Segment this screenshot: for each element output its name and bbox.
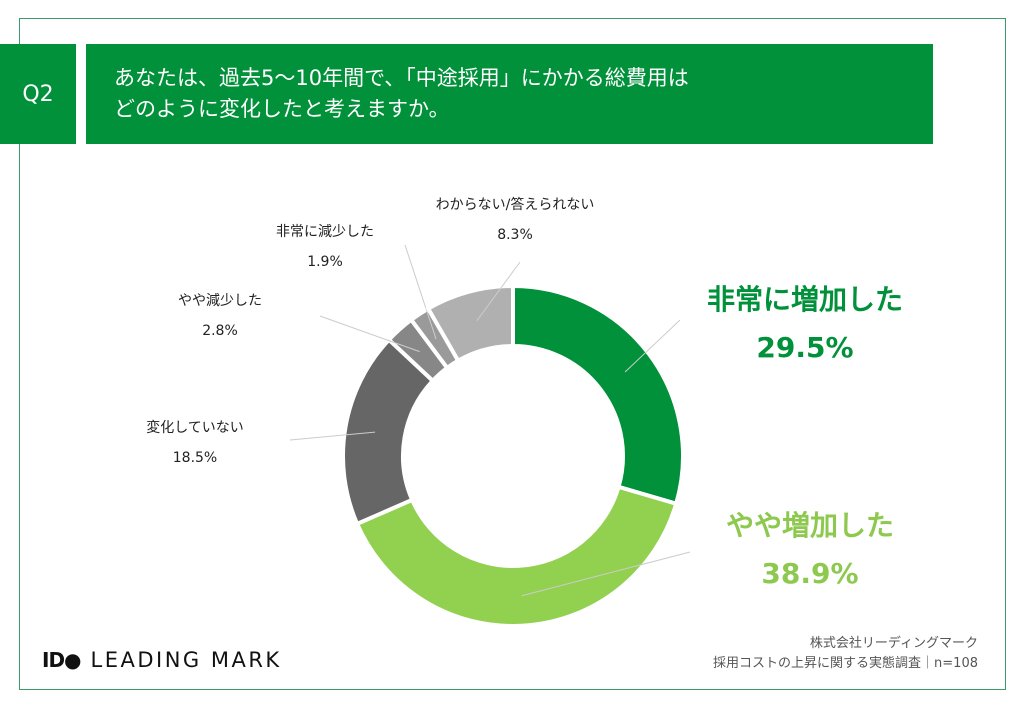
source-survey: 採用コストの上昇に関する実態調査｜n=108 (713, 656, 978, 671)
leader-line (404, 244, 437, 340)
category-label: 非常に減少した (276, 224, 374, 240)
label-slightly-increased: やや増加した 38.9% (700, 502, 920, 598)
donut-slice (425, 283, 515, 364)
question-number: Q2 (0, 44, 76, 144)
source-note: 株式会社リーディングマーク 採用コストの上昇に関する実態調査｜n=108 (713, 634, 978, 674)
leader-line (319, 315, 420, 353)
logo-mark-icon: ID● (42, 648, 81, 672)
leading-mark-logo: ID● LEADING MARK (42, 648, 282, 672)
category-label: 変化していない (146, 420, 244, 436)
leader-line (521, 551, 691, 597)
value-label: 38.9% (761, 557, 859, 590)
value-label: 1.9% (307, 254, 343, 270)
category-label: 非常に増加した (706, 283, 903, 316)
source-company: 株式会社リーディングマーク (809, 636, 978, 651)
leader-line (476, 261, 521, 322)
donut-slice (511, 283, 685, 507)
value-label: 29.5% (756, 331, 854, 364)
brand-name: LEADING MARK (90, 648, 282, 672)
leader-line (624, 319, 681, 373)
category-label: わからない/答えられない (435, 197, 595, 213)
label-no-change: 変化していない 18.5% (120, 413, 270, 473)
question-title: あなたは、過去5〜10年間で、「中途採用」にかかる総費用は どのように変化したと… (86, 44, 933, 144)
label-very-decreased: 非常に減少した 1.9% (250, 217, 400, 277)
chart-frame (19, 18, 1006, 690)
label-unknown: わからない/答えられない 8.3% (395, 190, 635, 250)
category-label: やや減少した (178, 293, 262, 309)
value-label: 8.3% (497, 227, 533, 243)
category-label: やや増加した (725, 509, 894, 542)
value-label: 18.5% (172, 450, 218, 466)
label-very-increased: 非常に増加した 29.5% (680, 276, 930, 372)
label-slightly-decreased: やや減少した 2.8% (150, 286, 290, 346)
value-label: 2.8% (202, 323, 238, 339)
leader-line (289, 431, 376, 441)
donut-slice (354, 484, 679, 628)
